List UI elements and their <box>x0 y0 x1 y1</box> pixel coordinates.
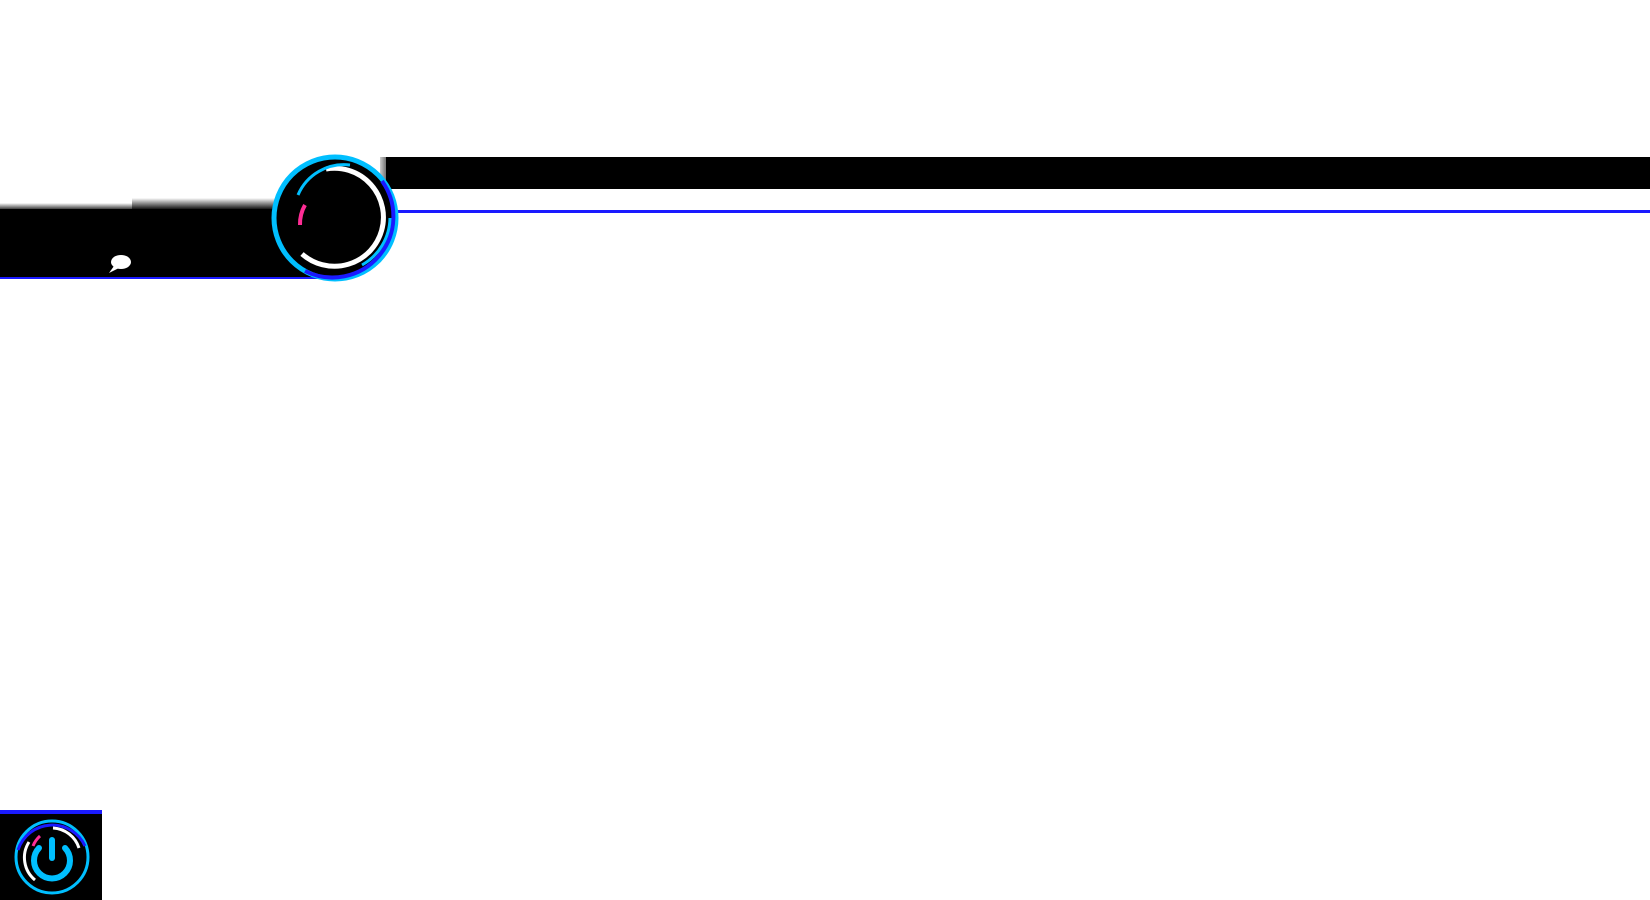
circular-menu-icon[interactable] <box>270 153 400 283</box>
left-panel-fade <box>0 203 132 211</box>
top-divider <box>392 210 1650 213</box>
speech-bubble-icon[interactable] <box>108 254 132 274</box>
top-bar <box>386 157 1650 189</box>
power-icon[interactable] <box>13 818 91 896</box>
